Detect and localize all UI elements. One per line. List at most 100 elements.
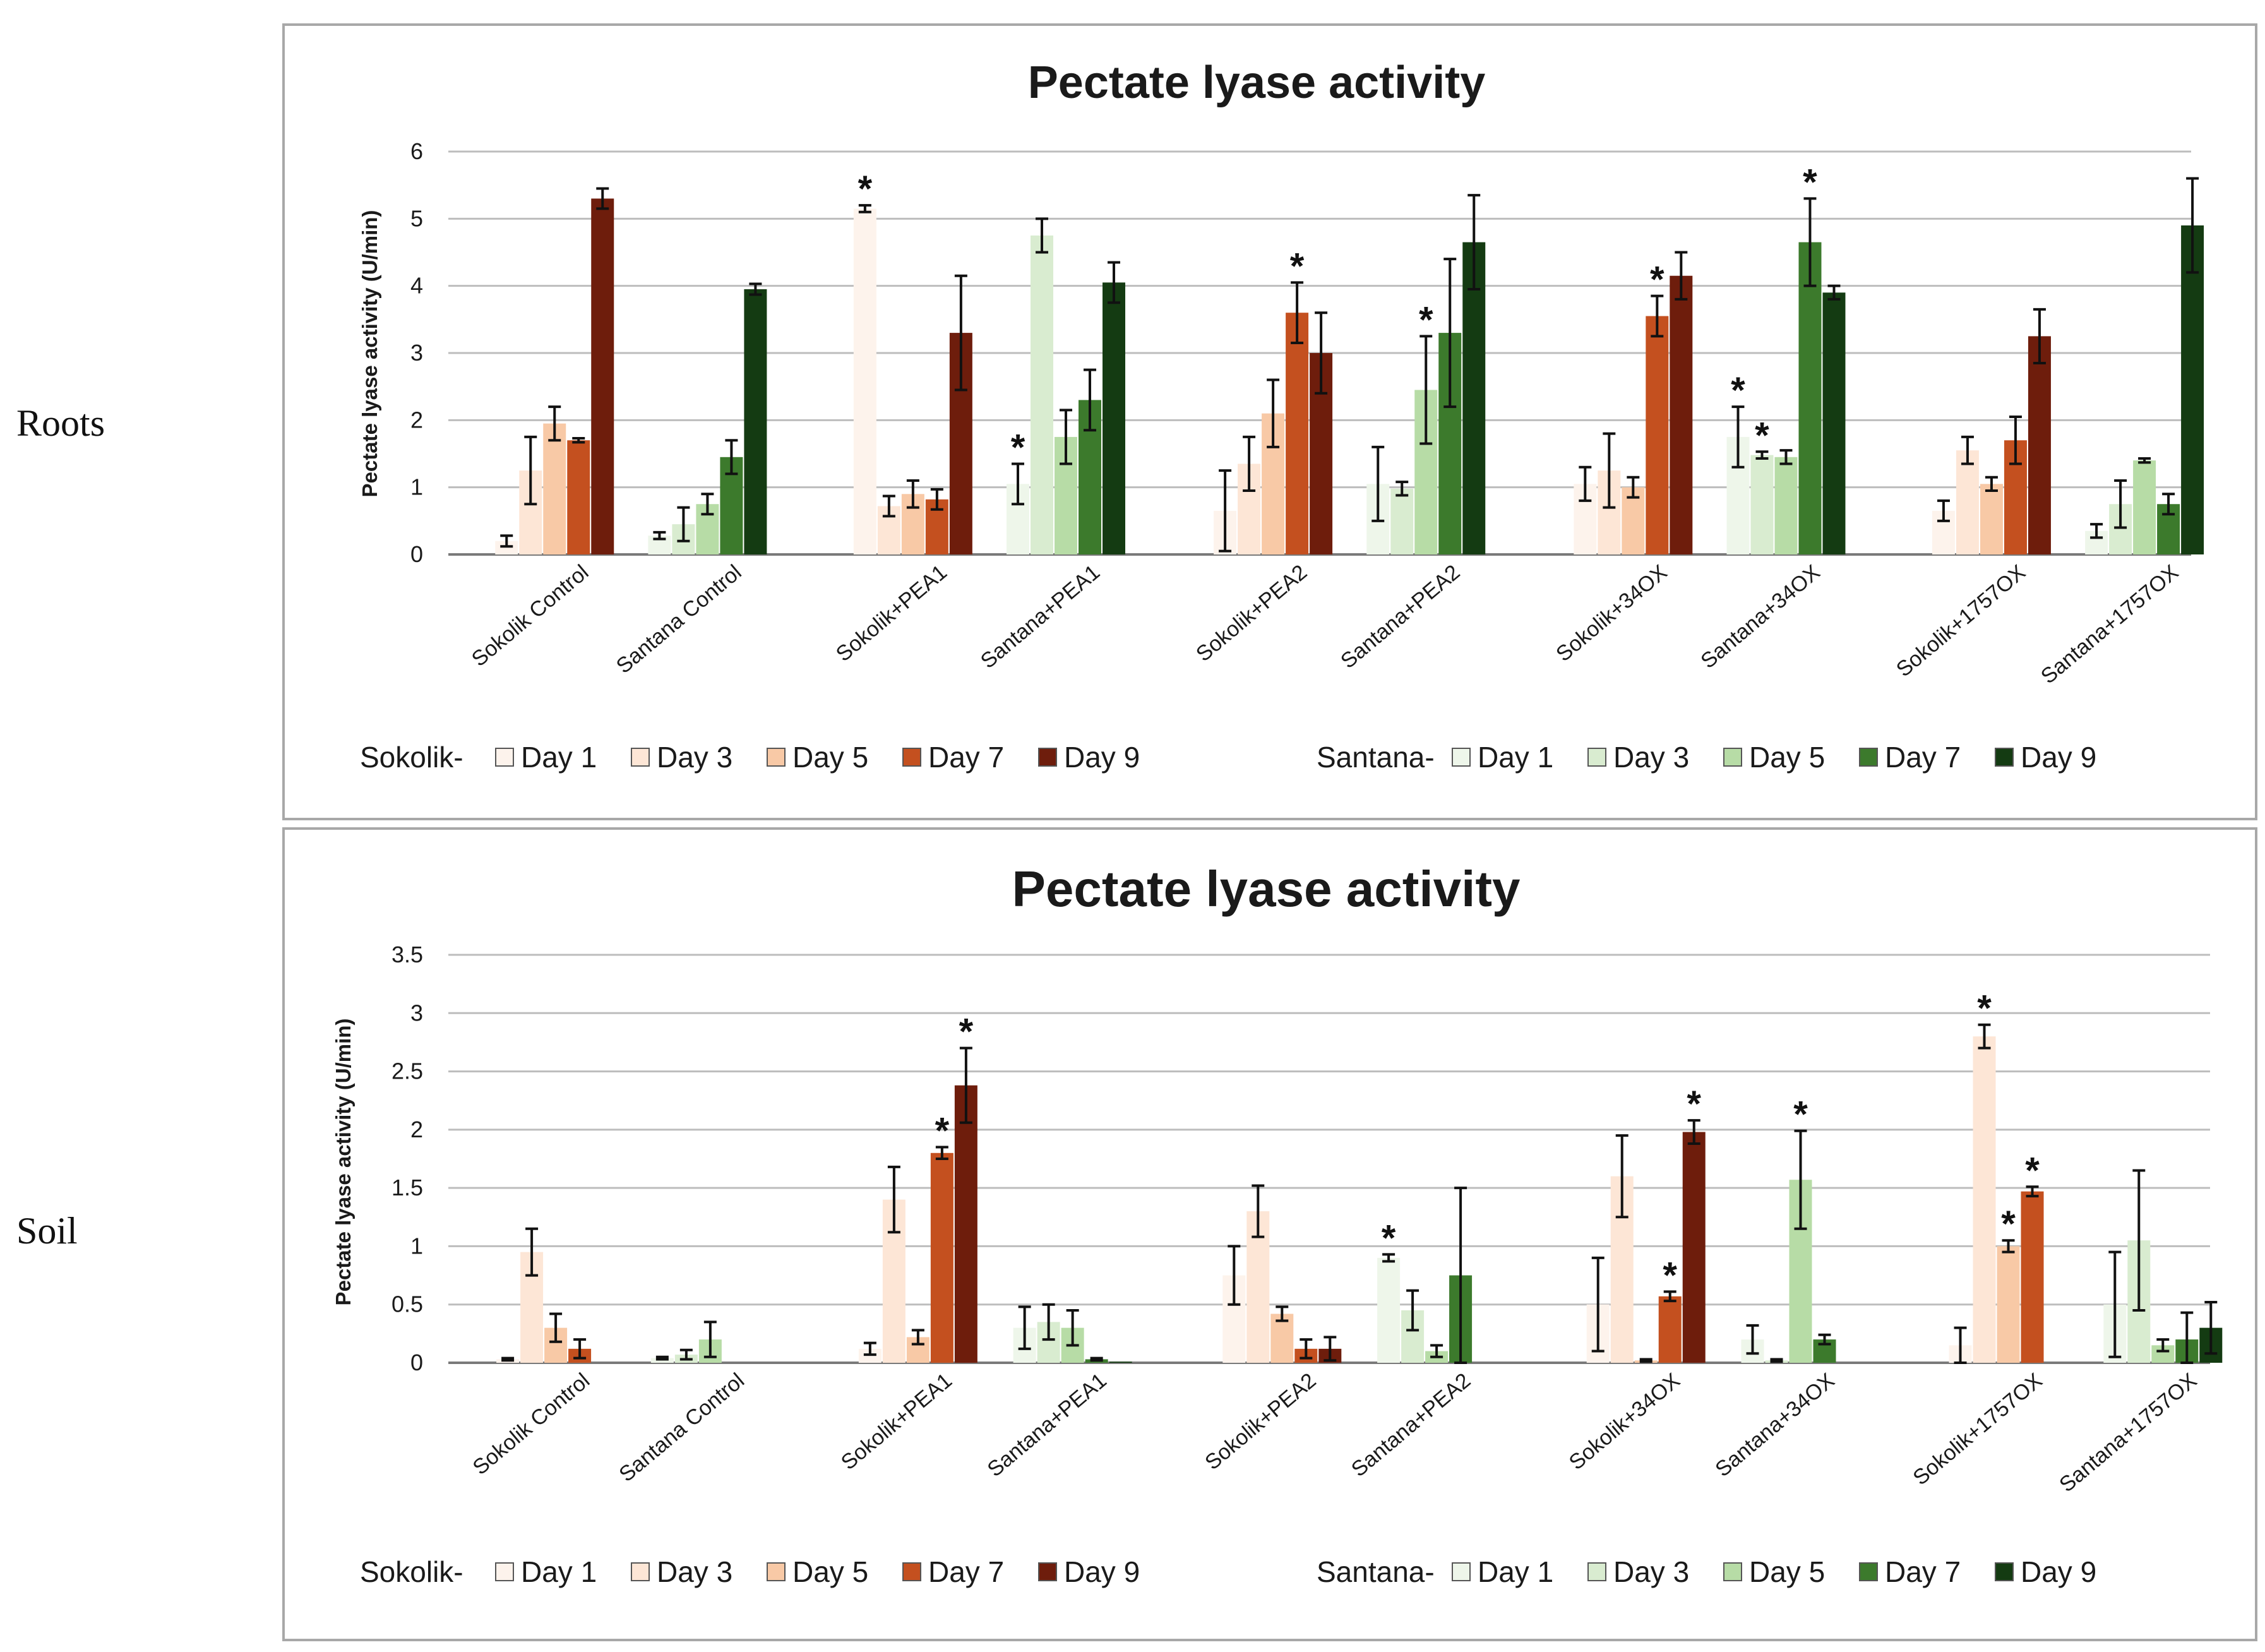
y-tick-label: 3: [410, 1000, 423, 1026]
error-bar: [1639, 1358, 1652, 1363]
legend-swatch: [1587, 1562, 1606, 1581]
bar: [2028, 336, 2051, 554]
error-bar: [2026, 1185, 2039, 1198]
error-bar: [858, 204, 871, 213]
bar: [2133, 460, 2156, 554]
legend-swatch: [1995, 1562, 2014, 1581]
legend-entry: Day 3: [1613, 741, 1689, 774]
error-bar: [882, 494, 895, 518]
error-bar: [1467, 194, 1481, 290]
error-bar: [1818, 1333, 1831, 1346]
soil-chart-title: Pectate lyase activity: [1012, 861, 1521, 917]
error-bar: [1954, 1326, 1967, 1364]
significance-mark: *: [1793, 1094, 1808, 1135]
error-bar: [749, 282, 762, 296]
significance-mark: *: [1687, 1084, 1701, 1125]
x-tick-label: Santana+1757OX: [2055, 1368, 2201, 1497]
bar: [543, 423, 566, 554]
error-bar: [1012, 462, 1025, 506]
y-tick-label: 2: [410, 1116, 423, 1142]
y-tick-label: 4: [410, 273, 423, 299]
legend-entry: Day 7: [928, 741, 1004, 774]
error-bar: [1090, 1356, 1103, 1362]
legend-entry: Day 3: [1613, 1555, 1689, 1588]
error-bar: [548, 405, 561, 442]
bar: [1377, 1257, 1401, 1363]
significance-mark: *: [1755, 415, 1769, 456]
bar: [1462, 242, 1486, 554]
bar: [1682, 1132, 1706, 1363]
error-bar: [1315, 311, 1328, 395]
error-bar: [1651, 294, 1664, 338]
error-bar: [1042, 1303, 1055, 1341]
x-tick-label: Santana+PEA1: [983, 1368, 1111, 1481]
soil-plot-area: 0 0.5 1 1.5 2 2.5 3 3.5 Sokolik Control Santana C…: [391, 942, 2223, 1497]
legend-swatch: [1723, 748, 1742, 767]
bar: [744, 289, 767, 554]
error-bar: [1978, 1023, 1991, 1050]
error-bar: [1267, 378, 1280, 448]
legend-swatch: [1038, 1562, 1057, 1581]
legend-group-label: Sokolik-: [360, 1555, 463, 1588]
legend-swatch: [1587, 748, 1606, 767]
bar: [1956, 450, 1979, 554]
x-tick-label: Sokolik+PEA2: [1192, 560, 1312, 666]
error-bar: [2090, 523, 2103, 539]
legend-entry: Day 1: [521, 1555, 597, 1588]
error-bar: [935, 1146, 948, 1160]
x-tick-label: Santana+34OX: [1696, 560, 1824, 673]
error-bar: [653, 530, 666, 541]
error-bar: [677, 506, 690, 542]
error-bar: [2002, 1239, 2015, 1254]
error-bar: [1961, 435, 1974, 465]
legend-entry: Day 7: [928, 1555, 1004, 1588]
y-tick-label: 0.5: [391, 1291, 423, 1317]
error-bar: [1937, 499, 1950, 522]
soil-y-axis-title: Pectate lyase activity (U/min): [332, 1019, 355, 1306]
bar: [2021, 1191, 2044, 1363]
error-bar: [1036, 217, 1049, 254]
x-tick-label: Sokolik+PEA1: [832, 560, 952, 666]
legend-swatch: [902, 1562, 921, 1581]
y-tick-label: 3.5: [391, 942, 423, 967]
error-bar: [1615, 1134, 1629, 1219]
error-bar: [1985, 476, 1998, 492]
error-bar: [655, 1355, 669, 1361]
x-tick-label: Sokolik+1757OX: [1908, 1368, 2047, 1490]
legend-entry: Day 7: [1885, 1555, 1961, 1588]
error-bar: [1827, 284, 1841, 301]
x-tick-label: Santana+PEA2: [1347, 1368, 1475, 1481]
error-bar: [1454, 1187, 1467, 1364]
legend-entry: Day 5: [792, 741, 868, 774]
error-bar: [1430, 1344, 1443, 1358]
error-bar: [725, 439, 738, 476]
error-bar: [1746, 1324, 1759, 1355]
legend-swatch: [631, 748, 650, 767]
legend-entry: Day 9: [1064, 741, 1140, 774]
y-tick-label: 0: [410, 1350, 423, 1375]
x-tick-label: Santana Control: [612, 560, 746, 678]
error-bar: [1018, 1305, 1031, 1350]
error-bar: [1372, 445, 1385, 522]
legend-entry: Day 5: [1749, 741, 1825, 774]
error-bar: [1395, 481, 1409, 497]
error-bar: [2162, 493, 2175, 516]
roots-legend: Sokolik- Day 1 Day 3 Day 5 Day 7 Day 9 Santana…: [360, 741, 2096, 774]
error-bar: [501, 1356, 515, 1362]
legend-entry: Day 9: [1064, 1555, 1140, 1588]
significance-mark: *: [1731, 370, 1745, 411]
legend-swatch: [1038, 748, 1057, 767]
legend-swatch: [1995, 748, 2014, 767]
error-bar: [1300, 1338, 1313, 1360]
legend-entry: Day 5: [792, 1555, 868, 1588]
soil-legend: Sokolik- Day 1 Day 3 Day 5 Day 7 Day 9 Santana…: [360, 1555, 2096, 1588]
legend-entry: Day 1: [1478, 741, 1553, 774]
error-bar: [1443, 258, 1457, 409]
bar: [1997, 1246, 2020, 1363]
significance-mark: *: [2025, 1150, 2040, 1191]
bar: [2181, 225, 2204, 554]
bar: [1646, 316, 1669, 554]
legend-group-label: Santana-: [1317, 741, 1435, 774]
bar: [1031, 235, 1054, 554]
roots-side-label: Roots: [16, 402, 105, 444]
